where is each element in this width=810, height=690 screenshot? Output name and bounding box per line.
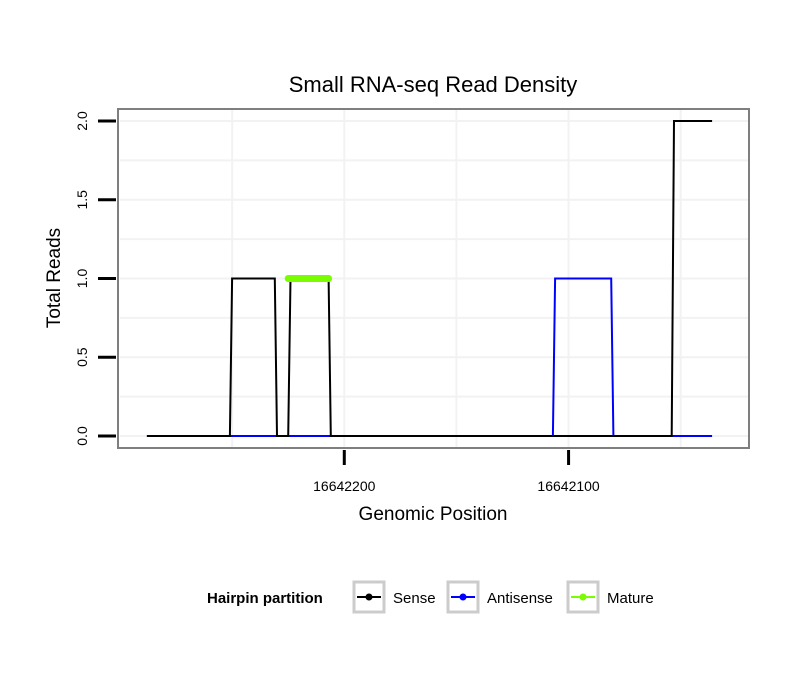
legend-point-mature bbox=[579, 593, 587, 601]
data-series bbox=[146, 120, 713, 437]
y-tick-label: 2.0 bbox=[74, 111, 90, 131]
y-tick-label: 1.0 bbox=[74, 269, 90, 289]
legend-title: Hairpin partition bbox=[207, 590, 323, 607]
y-axis: 0.0 0.5 1.0 1.5 2.0 bbox=[74, 111, 116, 446]
grid-lines bbox=[120, 110, 748, 447]
x-axis: 16642200 16642100 bbox=[313, 450, 600, 494]
legend-label-mature: Mature bbox=[607, 590, 654, 607]
x-tick-label: 16642200 bbox=[313, 478, 376, 494]
y-axis-title: Total Reads bbox=[44, 228, 65, 328]
chart-title: Small RNA-seq Read Density bbox=[289, 72, 578, 97]
x-axis-title: Genomic Position bbox=[359, 504, 508, 525]
legend-label-sense: Sense bbox=[393, 590, 436, 607]
legend-point-antisense bbox=[459, 593, 467, 601]
x-tick-label: 16642100 bbox=[537, 478, 600, 494]
y-tick-label: 0.5 bbox=[74, 347, 90, 367]
legend: Hairpin partition Sense Antisense Mature bbox=[207, 580, 654, 614]
plot-panel-border bbox=[117, 108, 750, 449]
legend-point-sense bbox=[365, 593, 373, 601]
y-tick-label: 1.5 bbox=[74, 190, 90, 210]
y-tick-label: 0.0 bbox=[74, 426, 90, 446]
legend-label-antisense: Antisense bbox=[487, 590, 553, 607]
